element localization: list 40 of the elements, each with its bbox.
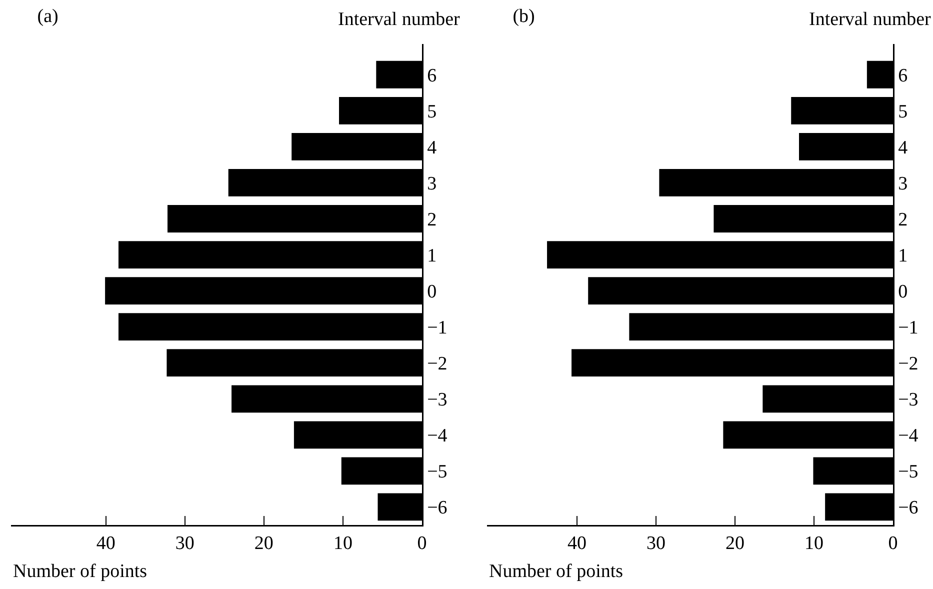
y-axis-title: Interval number: [809, 9, 932, 30]
y-tick-label: 5: [898, 101, 908, 122]
y-tick-label: 1: [898, 245, 908, 266]
y-tick-label: 1: [427, 245, 437, 266]
x-tick-label: 30: [175, 533, 194, 554]
y-tick-label: −3: [898, 390, 918, 411]
y-tick-label: 5: [427, 101, 437, 122]
y-tick-label: −3: [427, 390, 448, 411]
y-tick-label: −5: [898, 462, 918, 483]
y-tick-label: −4: [427, 426, 448, 447]
y-tick-label: −4: [898, 426, 919, 447]
y-tick-label: −6: [898, 498, 918, 519]
x-axis-title: Number of points: [13, 561, 148, 582]
x-tick-label: 10: [333, 533, 352, 554]
y-tick-label: 4: [898, 137, 908, 158]
y-tick-label: −1: [898, 317, 918, 338]
y-tick-label: 2: [427, 209, 437, 230]
y-tick-label: 6: [427, 65, 437, 86]
y-axis-title: Interval number: [338, 9, 461, 30]
x-tick-label: 30: [646, 533, 666, 554]
y-tick-label: 6: [898, 65, 908, 86]
x-tick-label: 20: [254, 533, 274, 554]
y-tick-label: −1: [427, 317, 448, 338]
y-tick-label: 3: [898, 173, 908, 194]
x-axis-title: Number of points: [489, 561, 624, 582]
y-tick-label: −2: [898, 354, 918, 375]
y-tick-label: −6: [427, 498, 448, 519]
y-tick-label: −2: [427, 354, 448, 375]
y-tick-label: 4: [427, 137, 438, 158]
x-tick-label: 40: [96, 533, 116, 554]
x-tick-label: 20: [726, 533, 745, 554]
y-tick-label: 0: [427, 281, 437, 302]
x-tick-label: 10: [804, 533, 824, 554]
y-tick-label: 2: [898, 209, 908, 230]
chart-title: (b): [512, 6, 535, 28]
y-tick-label: 0: [898, 281, 908, 302]
chart-title: (a): [37, 6, 58, 28]
y-tick-label: 3: [427, 173, 437, 194]
x-tick-label: 40: [568, 533, 587, 554]
y-tick-label: −5: [427, 462, 448, 483]
